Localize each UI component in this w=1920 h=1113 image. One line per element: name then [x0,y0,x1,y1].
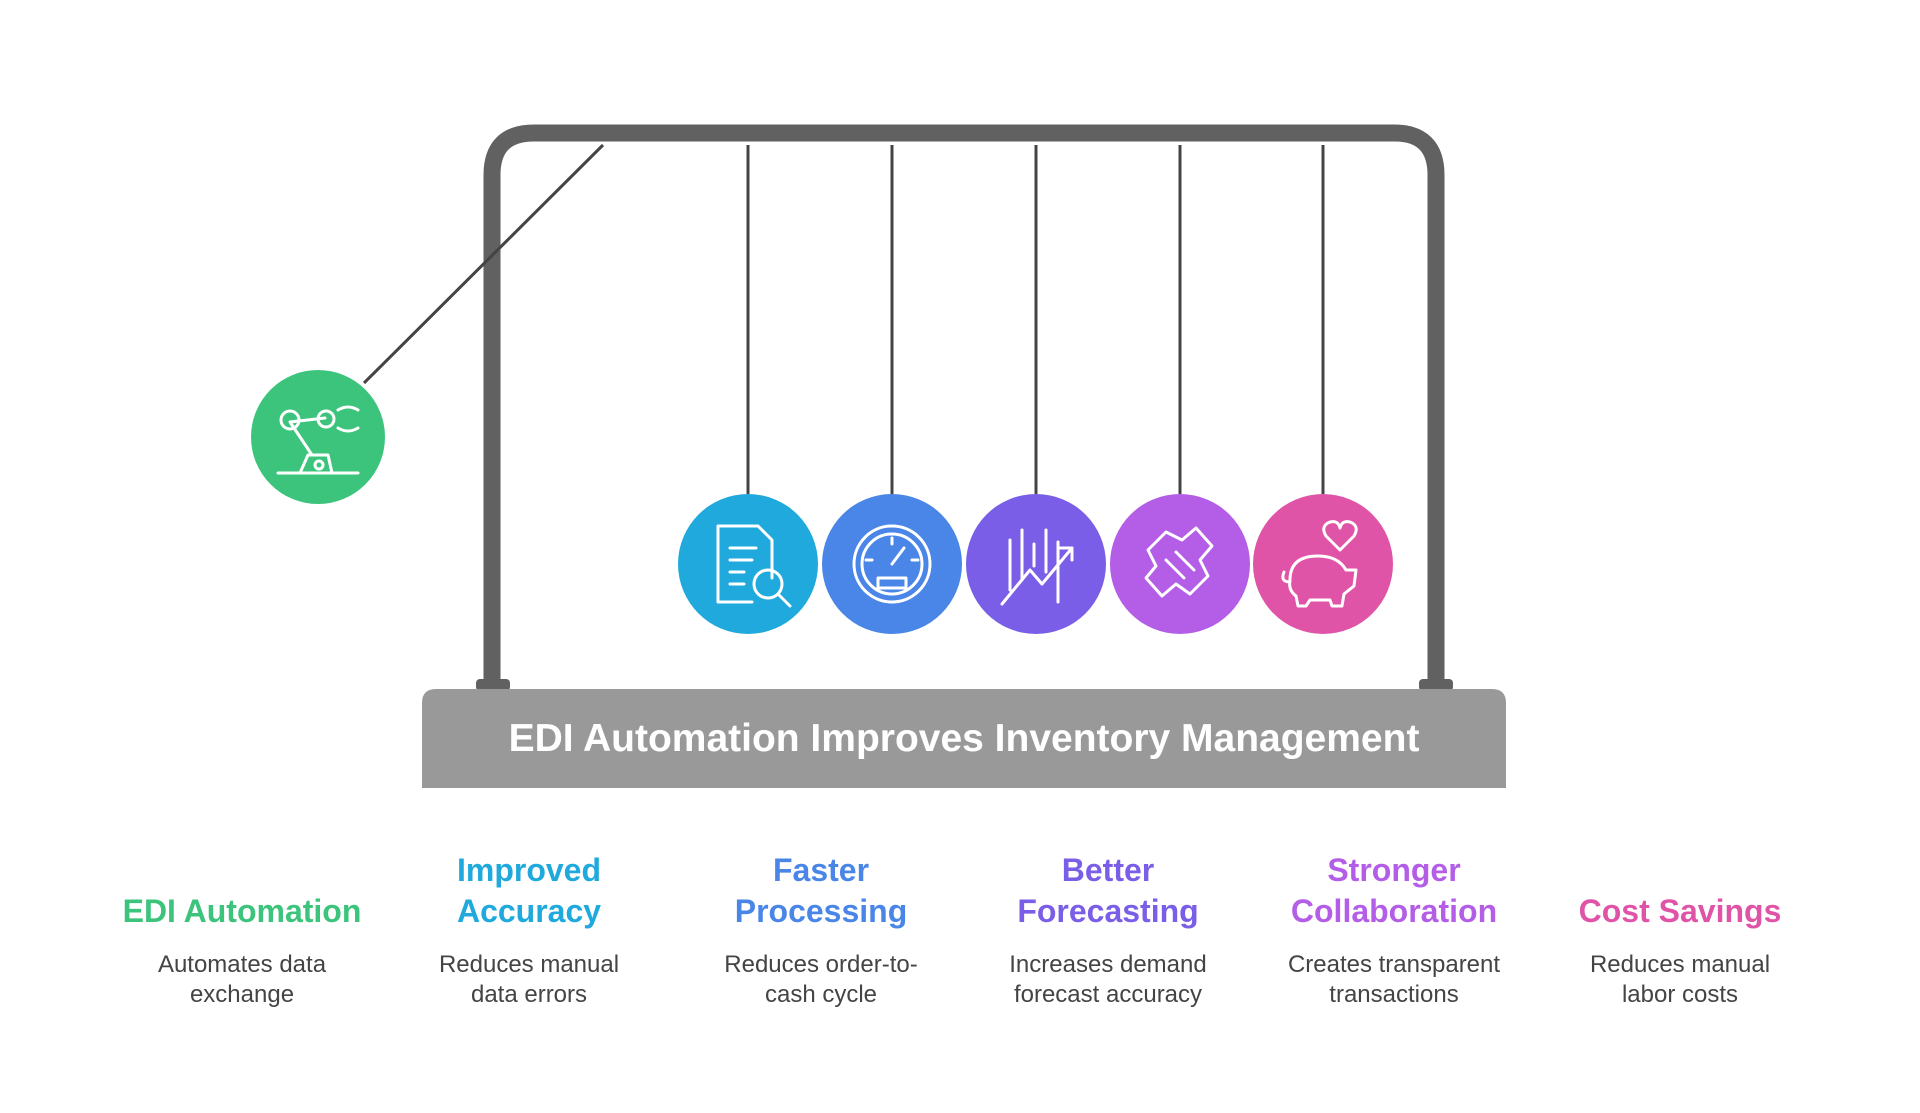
item-description: Reduces order-to-cash cycle [724,951,918,1008]
item-description: Creates transparent transactions [1287,951,1501,1008]
item-description: Reduces manual labor costs [1589,951,1771,1008]
ball [1253,494,1393,634]
item-title: Faster Processing [734,852,908,929]
item-title: Stronger Collaboration [1290,852,1498,929]
item-title: Cost Savings [1578,893,1782,929]
item-title: Better Forecasting [1017,852,1199,929]
frame [483,124,1445,683]
base [422,689,1506,788]
ball [251,370,385,504]
icons [276,405,1358,608]
item: Faster Processing Reduces order-to-cash … [676,848,966,1010]
diagram-title: EDI Automation Improves Inventory Manage… [508,716,1420,760]
ball [678,494,818,634]
item: Improved Accuracy Reduces manual data er… [384,848,674,1010]
item-title: EDI Automation [122,893,362,929]
strings [362,143,1325,494]
item: Better Forecasting Increases demand fore… [963,848,1253,1010]
ball [1110,494,1250,634]
foot [476,679,510,691]
ball [966,494,1106,634]
item-title: Improved Accuracy [456,852,602,929]
item-description: Increases demand forecast accuracy [1009,951,1207,1008]
item: EDI Automation Automates data exchange [97,848,387,1010]
item: Stronger Collaboration Creates transpare… [1249,848,1539,1010]
item-description: Reduces manual data errors [438,951,620,1008]
item-description: Automates data exchange [157,951,327,1008]
foot [1419,679,1453,691]
item: Cost Savings Reduces manual labor costs [1535,848,1825,1010]
